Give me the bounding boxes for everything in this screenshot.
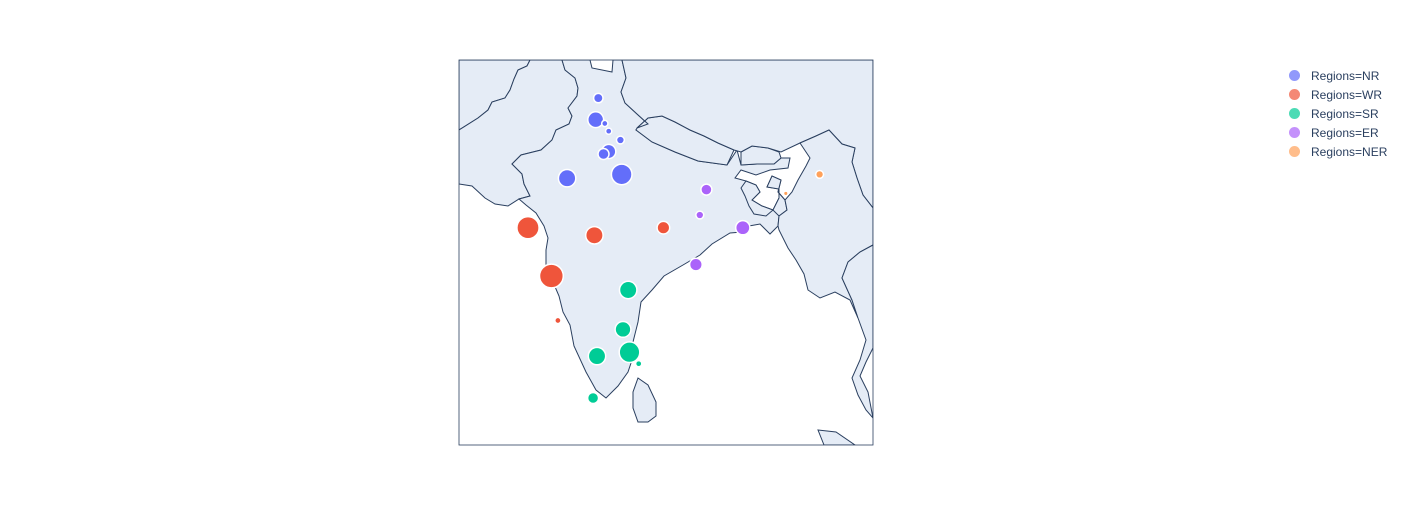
legend-label-ner: Regions=NER xyxy=(1311,144,1388,159)
marker-sr-0[interactable] xyxy=(618,280,638,300)
country-thailand xyxy=(841,244,873,419)
marker-er-0[interactable] xyxy=(700,183,713,196)
legend-label-nr: Regions=NR xyxy=(1311,68,1380,83)
marker-nr-7[interactable] xyxy=(610,163,633,186)
marker-sr-3[interactable] xyxy=(618,341,641,364)
country-sri-lanka xyxy=(632,377,657,423)
legend: Regions=NR Regions=WR Regions=SR Regions… xyxy=(1286,66,1387,161)
marker-sr-2[interactable] xyxy=(587,346,607,366)
marker-nr-8[interactable] xyxy=(557,168,577,188)
marker-sr-5[interactable] xyxy=(586,391,600,405)
marker-sr-4[interactable] xyxy=(634,359,643,368)
legend-item-ner[interactable]: Regions=NER xyxy=(1286,142,1387,161)
legend-item-sr[interactable]: Regions=SR xyxy=(1286,104,1387,123)
country-bangladesh xyxy=(740,175,788,217)
legend-marker-er xyxy=(1289,127,1300,138)
marker-ner-0[interactable] xyxy=(814,169,825,180)
country-myanmar xyxy=(777,129,873,319)
marker-nr-4[interactable] xyxy=(615,135,626,145)
marker-wr-4[interactable] xyxy=(554,316,562,325)
legend-item-wr[interactable]: Regions=WR xyxy=(1286,85,1387,104)
marker-wr-1[interactable] xyxy=(584,225,604,245)
marker-nr-5[interactable] xyxy=(597,147,610,161)
marker-sr-1[interactable] xyxy=(614,320,632,339)
marker-nr-0[interactable] xyxy=(592,92,604,104)
marker-ner-1[interactable] xyxy=(782,190,789,197)
legend-label-wr: Regions=WR xyxy=(1311,87,1383,102)
legend-item-nr[interactable]: Regions=NR xyxy=(1286,66,1387,85)
legend-label-sr: Regions=SR xyxy=(1311,106,1379,121)
map-frame-border xyxy=(458,59,874,446)
marker-er-3[interactable] xyxy=(688,257,703,272)
marker-wr-0[interactable] xyxy=(516,215,540,240)
marker-wr-3[interactable] xyxy=(538,263,565,289)
marker-er-1[interactable] xyxy=(695,210,705,220)
map-landmass xyxy=(459,60,873,445)
legend-marker-nr xyxy=(1289,70,1300,81)
legend-item-er[interactable]: Regions=ER xyxy=(1286,123,1387,142)
marker-nr-3[interactable] xyxy=(600,119,609,128)
marker-nr-2[interactable] xyxy=(604,127,613,136)
legend-marker-ner xyxy=(1289,146,1300,157)
island-southeast xyxy=(817,429,856,445)
legend-marker-wr xyxy=(1289,89,1300,100)
legend-marker-sr xyxy=(1289,108,1300,119)
legend-label-er: Regions=ER xyxy=(1311,125,1379,140)
marker-wr-2[interactable] xyxy=(656,220,671,235)
scatter-markers xyxy=(516,92,825,405)
marker-nr-1[interactable] xyxy=(587,111,605,129)
marker-er-2[interactable] xyxy=(734,219,751,236)
